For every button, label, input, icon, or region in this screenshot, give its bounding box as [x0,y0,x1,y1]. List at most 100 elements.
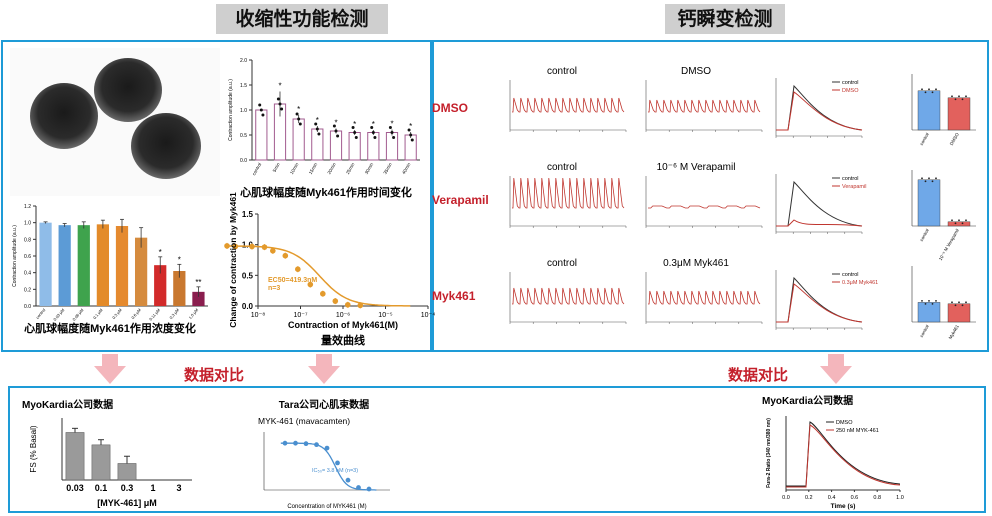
trace-title: control [547,162,577,173]
calcium-transient-grid: DMSO Verapamil Myk461 control DMSO control DMS… [432,66,976,340]
bar [404,134,417,161]
y-tick-label: 0.2 [24,287,31,293]
x-tick-label: 0.4 [828,495,836,501]
y-tick-label: 0.6 [24,254,31,260]
data-point [293,440,298,446]
chart-subtitle: MYK-461 (mavacamten) [258,416,350,426]
y-tick-label: 1.5 [242,210,254,219]
data-point [258,103,262,107]
significance-mark: ** [195,278,201,287]
y-axis-label: Change of contraction by Myk461 [228,192,238,328]
bar [117,463,137,481]
x-tick-label: 3 [176,483,181,493]
control-trace [512,97,625,113]
summary-point [931,180,934,183]
down-arrow [308,354,340,384]
data-point [410,138,414,142]
dmso-trace [786,421,901,487]
significance-mark: * [159,248,162,257]
data-point [373,136,377,139]
control-trace [512,177,625,209]
data-point [314,122,318,126]
data-point [303,441,309,447]
x-tick-label: 0.8 [873,495,881,501]
y-tick-label: 0.8 [24,237,31,243]
legend-label: 0.3μM Myk461 [842,280,878,286]
summary-point [951,95,953,98]
summary-tick-label: control [919,324,930,338]
annotation-n: n=3 [268,285,280,292]
legend-label: DMSO [836,420,853,426]
data-point [297,117,301,121]
bar [255,109,268,161]
summary-bar [947,221,971,227]
dose-response-chart: 0.0 0.5 1.0 1.5 10⁻⁸ 10⁻⁷ 10⁻⁶ 10⁻⁵ 10⁻⁴ EC50=419… [224,192,435,347]
myk461-trace [786,424,901,488]
y-tick-label: 0.0 [240,158,247,164]
header-calcium-transient: 钙瞬变检测 [665,4,785,34]
compare-label-right: 数据对比 [728,366,789,384]
data-point [315,127,319,131]
y-axis-label: Fura-2 Ratio (340 nm/380 nm) [766,418,772,488]
summary-point [928,88,930,91]
summary-point [965,301,967,304]
summary-point [954,222,957,225]
x-axis-label: Time (s) [831,503,856,510]
data-point [295,112,299,116]
y-tick-label: 1.0 [24,221,31,227]
data-point [392,136,396,139]
significance-mark: * [372,120,375,129]
data-point [345,477,351,483]
data-point [354,136,358,139]
x-tick-label: 25min [345,162,356,176]
significance-mark: * [390,120,393,129]
x-tick-label: 0.0 [782,495,790,501]
summary-bar [917,302,941,323]
data-point [353,131,357,134]
summary-point [958,301,960,304]
data-point [388,126,392,129]
y-tick-label: 0.5 [242,271,254,280]
x-tick-label: 0.2 [805,495,813,501]
summary-point [921,88,923,91]
x-tick-label: 30min [364,162,375,176]
overlay-drug-trace [776,219,863,227]
y-axis-label: Contraction amplitude (a.u.) [228,79,234,141]
y-axis-label: Contraction amplitude (a.u.) [12,225,18,287]
concentration-bar-chart: 0.0 0.2 0.4 0.6 0.8 1.0 1.2 Contraction amplitu… [12,204,208,335]
data-point [261,113,265,117]
trace-title: control [547,258,577,269]
summary-point [931,303,934,305]
data-point [390,131,394,134]
significance-mark: * [316,116,319,125]
bar [329,130,343,161]
myokardia-fura2-trace: MyoKardia公司数据 0.0 0.2 0.4 0.6 0.8 1.0 Time (s) F… [762,394,904,510]
y-tick-label: 1.0 [242,241,254,250]
tara-dose-curve: Tara公司心肌束数据 MYK-461 (mavacamten) IC₅₀= 3.8… [258,398,390,510]
y-tick-label: 0.4 [24,271,31,277]
summary-point [961,98,964,101]
legend-label: control [842,80,859,86]
fit-curve [280,442,377,491]
data-point [276,97,280,101]
data-point [335,460,340,466]
row-label: DMSO [432,101,468,115]
summary-point [921,300,923,302]
x-tick-label: 1.0 [896,495,904,501]
bar [134,237,148,306]
x-tick-label: 1.0 μM [187,307,199,320]
x-tick-label: 35min [382,162,393,176]
summary-point [928,300,930,302]
x-axis-label: Contraction of Myk461(M) [288,320,398,330]
row-label: Myk461 [432,289,476,303]
chart-caption: 量效曲线 [321,333,365,347]
bar [58,225,71,306]
x-tick-label: 20min [326,162,337,176]
x-tick-label: 5min [272,162,281,173]
x-tick-label: 0.6 [851,495,859,501]
x-axis-label: Concentration of MYK461 (M) [287,504,366,510]
trace-title: control [547,66,577,77]
x-tick-label: control [35,307,47,319]
data-point [332,124,336,128]
spheroid-cell [30,83,98,149]
